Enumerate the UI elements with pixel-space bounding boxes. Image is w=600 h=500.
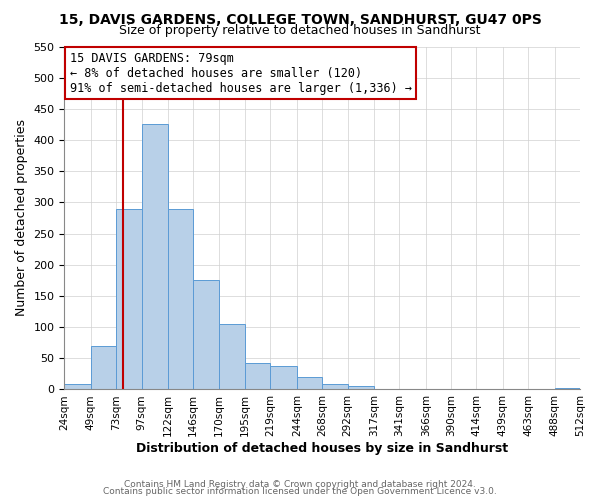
Bar — [168, 208, 193, 390]
Bar — [426, 389, 451, 390]
Bar — [374, 389, 400, 390]
X-axis label: Distribution of detached houses by size in Sandhurst: Distribution of detached houses by size … — [136, 442, 508, 455]
Text: Size of property relative to detached houses in Sandhurst: Size of property relative to detached ho… — [119, 24, 481, 37]
Bar — [193, 280, 218, 390]
Text: Contains HM Land Registry data © Crown copyright and database right 2024.: Contains HM Land Registry data © Crown c… — [124, 480, 476, 489]
Bar — [142, 124, 168, 390]
Text: Contains public sector information licensed under the Open Government Licence v3: Contains public sector information licen… — [103, 487, 497, 496]
Bar — [91, 346, 116, 390]
Bar — [347, 386, 374, 390]
Bar — [297, 377, 322, 390]
Bar — [245, 362, 271, 390]
Bar — [116, 208, 142, 390]
Bar — [64, 384, 91, 390]
Bar — [271, 366, 297, 390]
Bar — [218, 324, 245, 390]
Bar — [322, 384, 347, 390]
Text: 15, DAVIS GARDENS, COLLEGE TOWN, SANDHURST, GU47 0PS: 15, DAVIS GARDENS, COLLEGE TOWN, SANDHUR… — [59, 12, 541, 26]
Text: 15 DAVIS GARDENS: 79sqm
← 8% of detached houses are smaller (120)
91% of semi-de: 15 DAVIS GARDENS: 79sqm ← 8% of detached… — [70, 52, 412, 94]
Y-axis label: Number of detached properties: Number of detached properties — [15, 120, 28, 316]
Bar — [554, 388, 580, 390]
